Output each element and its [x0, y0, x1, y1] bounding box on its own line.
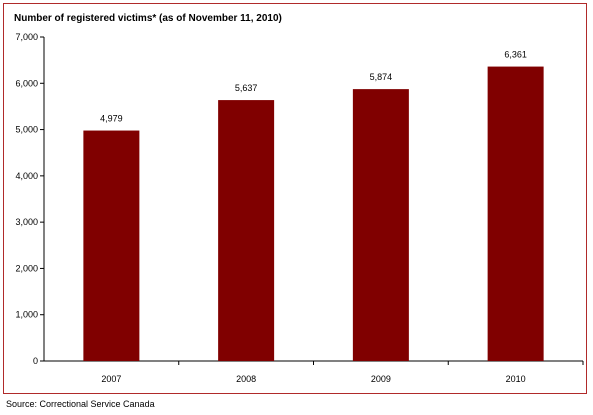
y-tick-label: 7,000	[15, 32, 38, 42]
y-tick-label: 1,000	[15, 310, 38, 320]
y-tick-label: 0	[33, 356, 38, 366]
bar	[352, 89, 409, 362]
x-tick-label: 2007	[101, 374, 121, 384]
y-tick-label: 3,000	[15, 217, 38, 227]
data-label: 5,874	[370, 72, 393, 82]
y-tick-label: 4,000	[15, 171, 38, 181]
chart-title: Number of registered victims* (as of Nov…	[14, 13, 282, 24]
x-tick-label: 2008	[236, 374, 256, 384]
data-label: 6,361	[504, 50, 527, 60]
y-tick-label: 2,000	[15, 263, 38, 273]
y-tick-label: 6,000	[15, 78, 38, 88]
bar	[83, 130, 140, 361]
bar	[487, 66, 544, 361]
y-tick-label: 5,000	[15, 125, 38, 135]
data-label: 5,637	[235, 83, 258, 93]
x-tick-label: 2010	[506, 374, 526, 384]
x-tick-label: 2009	[371, 374, 391, 384]
bar	[218, 100, 275, 361]
source-note: Source: Correctional Service Canada	[6, 399, 155, 409]
bar-chart: 0 1,000 2,000 3,000 4,000 5,000 6,000 7,000 4,97…	[15, 32, 584, 384]
data-label: 4,979	[100, 114, 123, 124]
